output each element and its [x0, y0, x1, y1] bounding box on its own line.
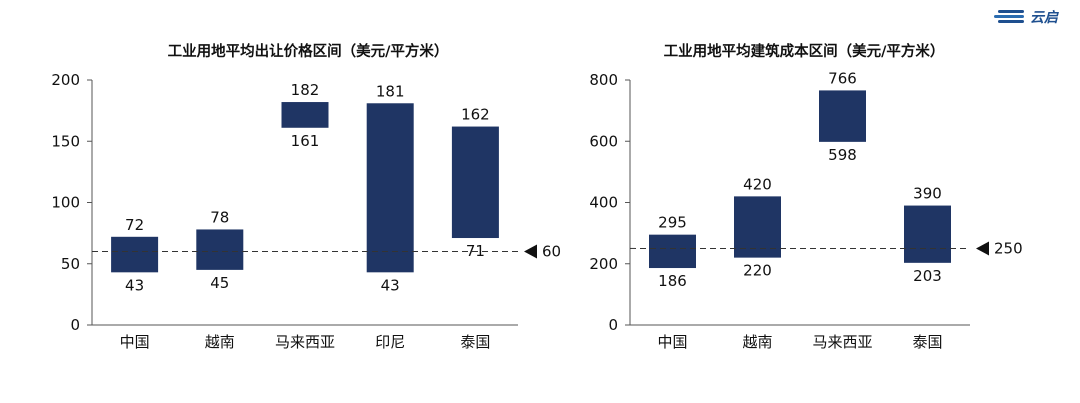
- range-bar: [734, 196, 781, 258]
- y-tick-label: 800: [589, 71, 618, 89]
- data-label-high: 162: [461, 106, 490, 124]
- logo: 云启: [994, 9, 1059, 26]
- x-tick-label: 泰国: [912, 333, 942, 351]
- data-label-high: 390: [913, 185, 942, 203]
- x-tick-label: 越南: [742, 333, 772, 351]
- reference-arrow-icon: [976, 241, 989, 256]
- reference-arrow-icon: [524, 244, 537, 259]
- y-tick-label: 100: [51, 194, 80, 212]
- x-tick-label: 泰国: [460, 333, 490, 351]
- y-tick-label: 600: [589, 132, 618, 150]
- x-tick-label: 印尼: [375, 333, 405, 351]
- y-tick-label: 0: [608, 316, 618, 334]
- data-label-low: 203: [913, 267, 942, 285]
- data-label-low: 220: [743, 262, 772, 280]
- data-label-low: 186: [658, 272, 687, 290]
- range-bar: [649, 234, 696, 269]
- y-tick-label: 400: [589, 194, 618, 212]
- range-bar: [196, 229, 244, 270]
- data-label-low: 161: [291, 132, 320, 150]
- y-tick-label: 200: [589, 255, 618, 273]
- data-label-low: 43: [381, 276, 400, 294]
- y-tick-label: 50: [61, 255, 80, 273]
- data-label-low: 43: [125, 276, 144, 294]
- range-bar: [366, 103, 414, 273]
- x-tick-label: 中国: [657, 333, 687, 351]
- logo-text: 云启: [1030, 9, 1059, 26]
- range-bar: [904, 205, 951, 263]
- range-bar: [111, 236, 159, 273]
- x-tick-label: 马来西亚: [812, 333, 872, 351]
- range-bar: [451, 126, 499, 239]
- logo-mark-icon: [994, 10, 1024, 23]
- reference-line-label: 60: [542, 243, 561, 261]
- data-label-high: 295: [658, 214, 687, 232]
- reference-line-label: 250: [994, 239, 1023, 257]
- data-label-high: 78: [210, 208, 229, 226]
- y-tick-label: 200: [51, 71, 80, 89]
- chart-title: 工业用地平均建筑成本区间（美元/平方米）: [664, 42, 945, 60]
- chart-title: 工业用地平均出让价格区间（美元/平方米）: [168, 42, 449, 60]
- x-tick-label: 马来西亚: [275, 333, 335, 351]
- data-label-low: 45: [210, 274, 229, 292]
- x-tick-label: 越南: [205, 333, 235, 351]
- data-label-high: 182: [291, 81, 320, 99]
- y-tick-label: 150: [51, 132, 80, 150]
- x-tick-label: 中国: [120, 333, 150, 351]
- data-label-high: 420: [743, 175, 772, 193]
- range-bar: [281, 102, 329, 128]
- range-bar: [819, 90, 866, 142]
- data-label-high: 766: [828, 69, 857, 87]
- data-label-low: 598: [828, 146, 857, 164]
- chart-construction-cost: 工业用地平均建筑成本区间（美元/平方米） 0 200 400 600 800 295 186…: [589, 42, 1022, 351]
- chart-price: 工业用地平均出让价格区间（美元/平方米） 0 50 100 150 200 72 43 中国 7…: [51, 42, 561, 351]
- y-tick-label: 0: [70, 316, 80, 334]
- data-label-high: 72: [125, 216, 144, 234]
- data-label-high: 181: [376, 82, 405, 100]
